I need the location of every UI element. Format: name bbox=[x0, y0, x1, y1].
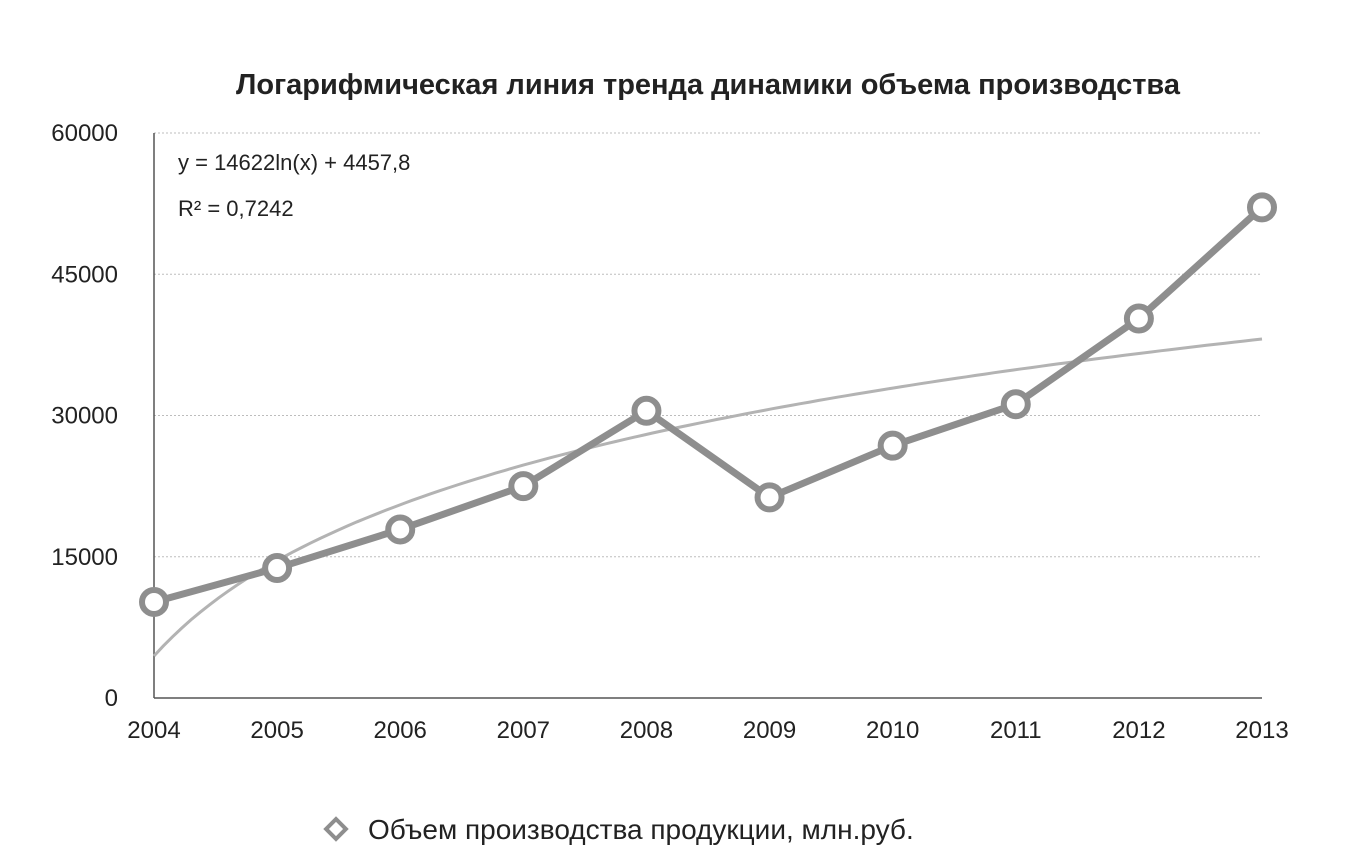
x-tick-label: 2013 bbox=[1235, 717, 1288, 744]
y-tick-label: 60000 bbox=[51, 120, 118, 147]
legend: Объем производства продукции, млн.руб. bbox=[323, 814, 914, 845]
legend-label: Объем производства продукции, млн.руб. bbox=[368, 814, 914, 845]
chart-title: Логарифмическая линия тренда динамики об… bbox=[236, 69, 1181, 101]
x-tick-label: 2010 bbox=[866, 717, 919, 744]
series-markers bbox=[139, 192, 1277, 617]
x-tick-label: 2009 bbox=[743, 717, 796, 744]
trend-equation: y = 14622ln(x) + 4457,8 bbox=[178, 150, 410, 175]
x-tick-label: 2011 bbox=[990, 717, 1042, 744]
data-point-marker bbox=[631, 395, 662, 426]
y-tick-label: 0 bbox=[105, 685, 118, 712]
x-tick-label: 2012 bbox=[1112, 717, 1165, 744]
x-tick-label: 2007 bbox=[497, 717, 550, 744]
data-point-marker bbox=[1123, 303, 1154, 334]
data-point-marker bbox=[1247, 192, 1277, 223]
gridlines bbox=[154, 132, 1262, 558]
data-point-marker bbox=[754, 482, 785, 513]
y-axis-ticks: 60000 45000 30000 15000 0 bbox=[51, 120, 118, 712]
data-point-marker bbox=[877, 430, 908, 461]
x-tick-label: 2004 bbox=[127, 717, 180, 744]
y-tick-label: 15000 bbox=[51, 544, 118, 571]
data-point-marker bbox=[508, 471, 539, 502]
x-tick-label: 2006 bbox=[374, 717, 427, 744]
series-line bbox=[153, 204, 1265, 606]
x-tick-label: 2008 bbox=[620, 717, 673, 744]
data-point-marker bbox=[262, 553, 293, 584]
x-axis-ticks: 2004 2005 2006 2007 2008 2009 2010 2011 2012 2013 bbox=[127, 717, 1288, 744]
data-point-marker bbox=[139, 586, 169, 617]
trend-r-squared: R² = 0,7242 bbox=[178, 196, 294, 221]
legend-marker-icon bbox=[323, 816, 349, 842]
y-tick-label: 45000 bbox=[51, 261, 118, 288]
trendline bbox=[152, 337, 1263, 658]
data-point-marker bbox=[385, 514, 416, 545]
data-point-marker bbox=[1000, 389, 1031, 420]
y-tick-label: 30000 bbox=[51, 403, 118, 430]
x-tick-label: 2005 bbox=[250, 717, 303, 744]
